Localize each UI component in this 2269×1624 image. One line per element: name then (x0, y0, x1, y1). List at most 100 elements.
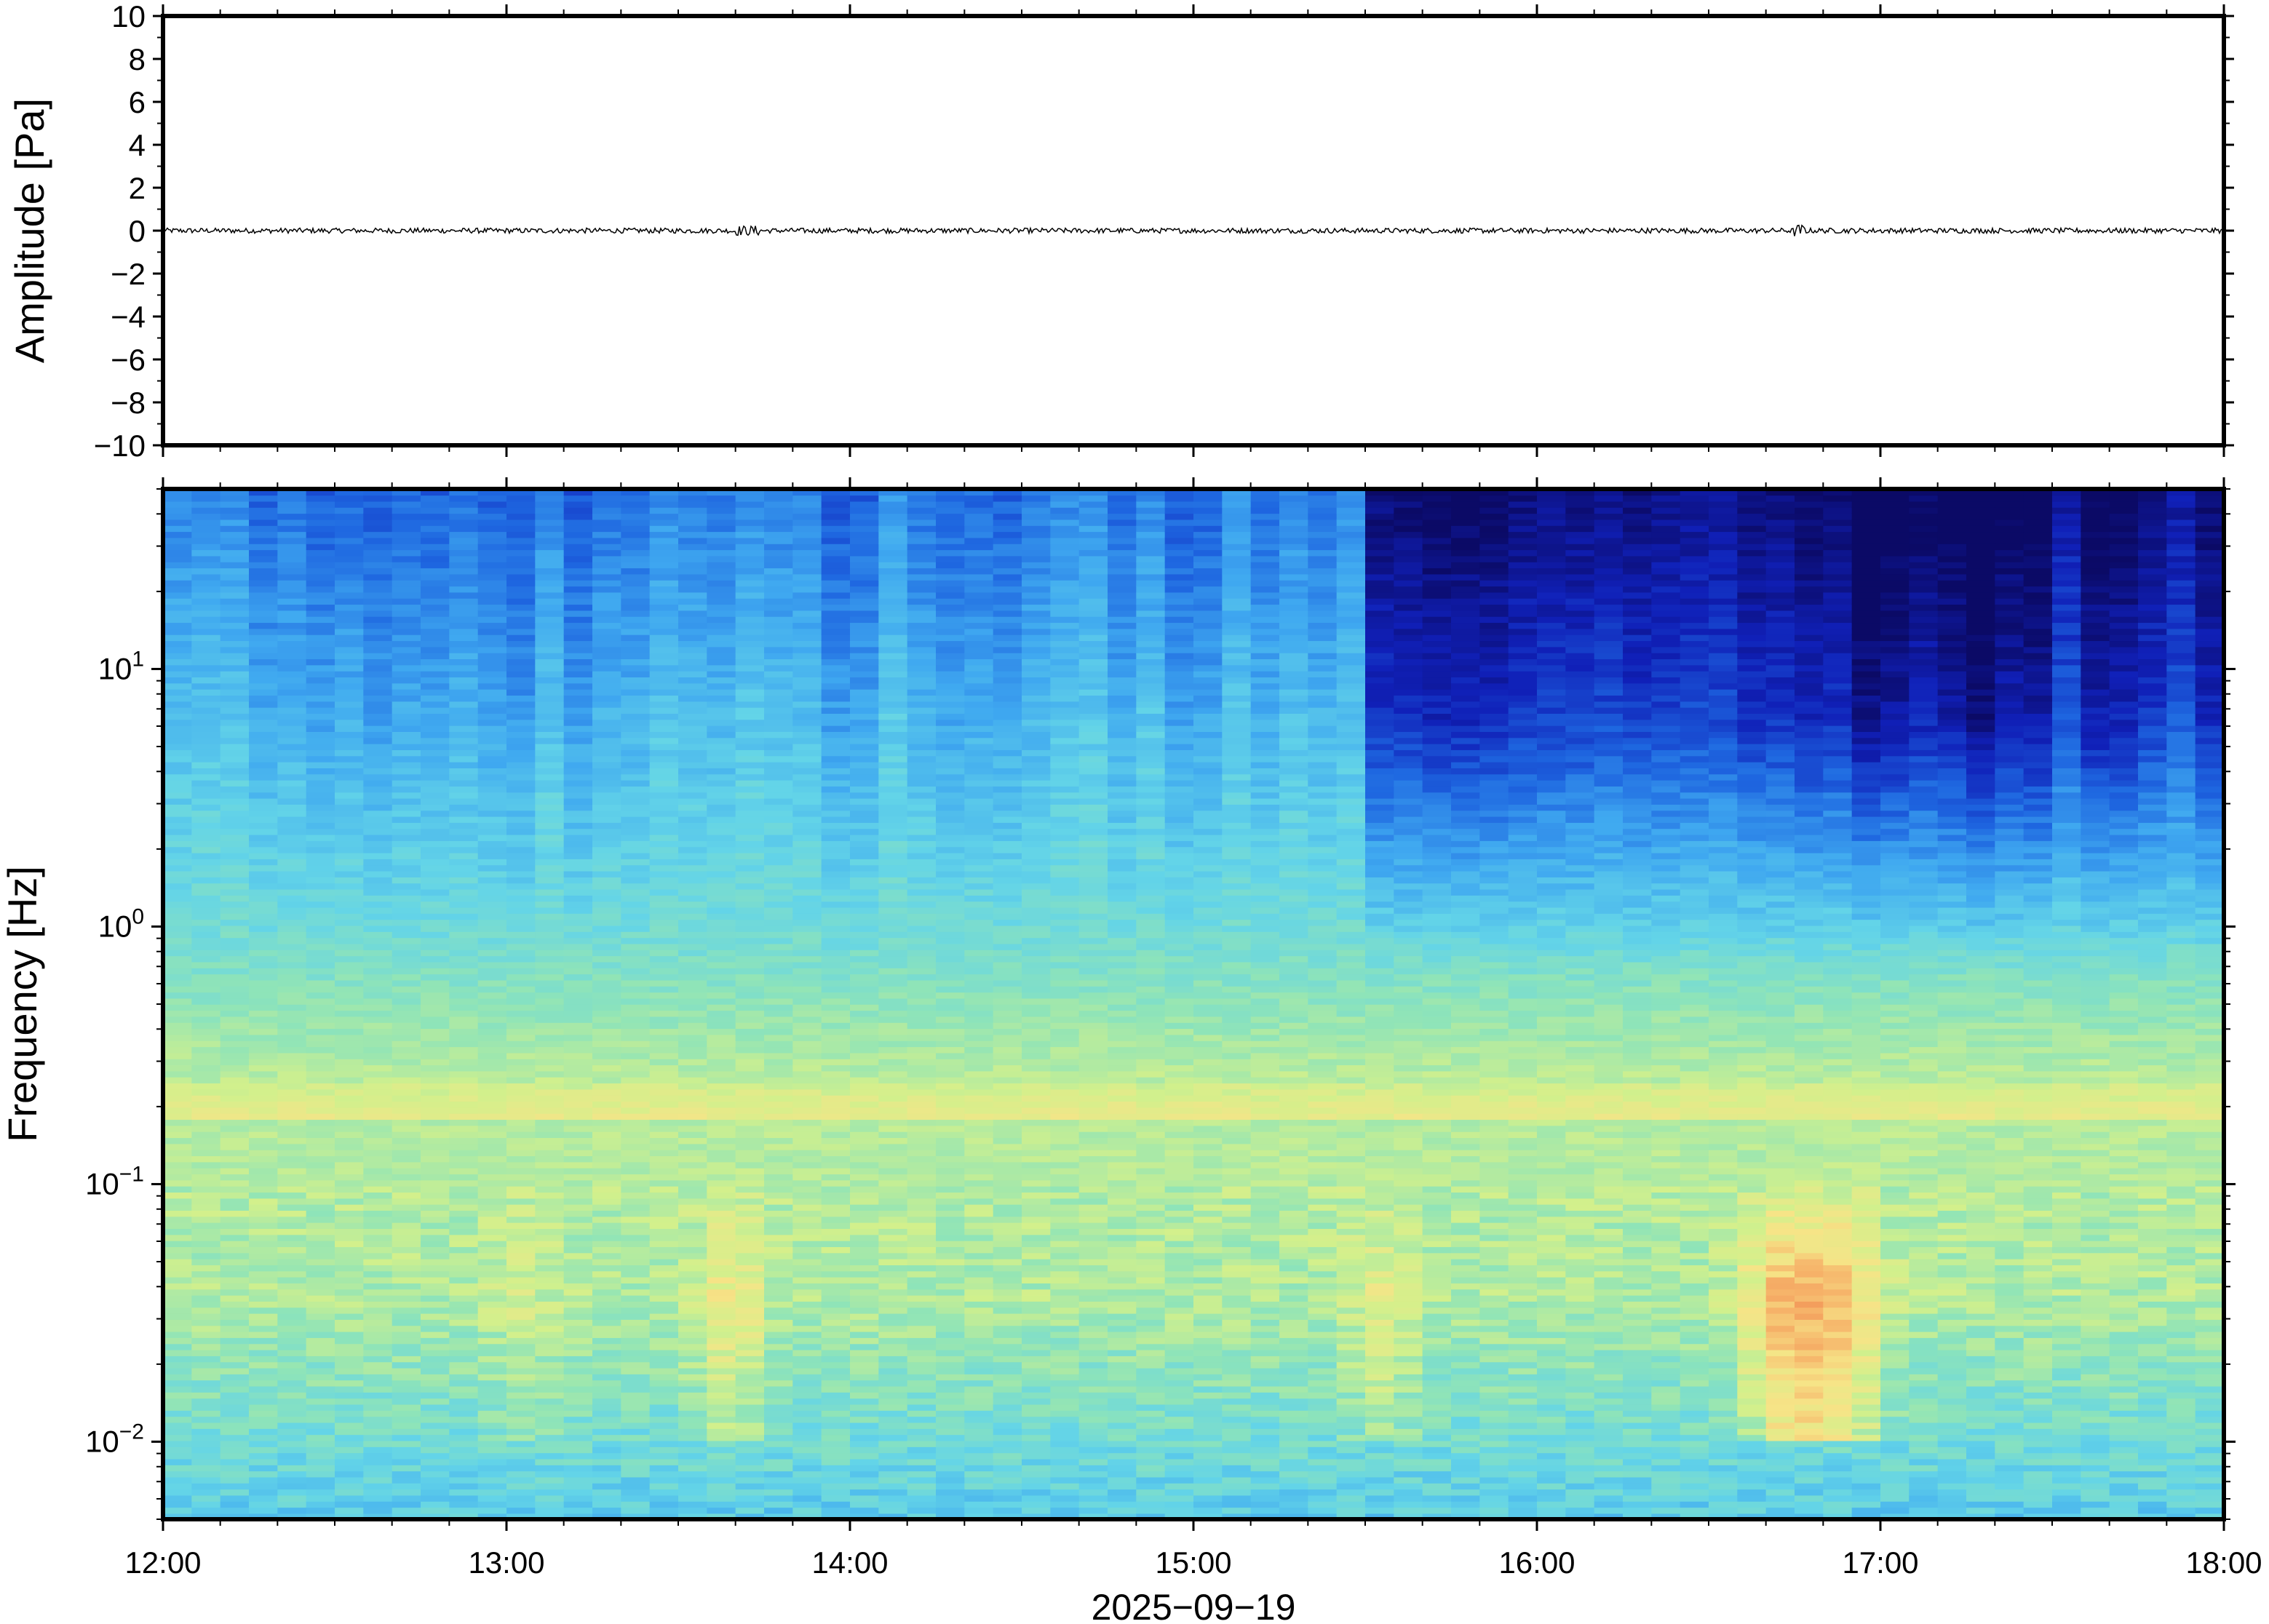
spectrogram-cell (936, 513, 966, 520)
spectrogram-cell (649, 1398, 679, 1405)
spectrogram-cell (850, 1465, 880, 1472)
spectrogram-cell (277, 852, 307, 859)
spectrogram-cell (936, 877, 966, 884)
spectrogram-cell (220, 501, 250, 508)
spectrogram-cell (936, 616, 966, 624)
spectrogram-cell (821, 1513, 851, 1519)
spectrogram-cell (421, 1258, 450, 1265)
spectrogram-cell (477, 1367, 507, 1374)
spectrogram-cell (363, 1137, 393, 1145)
spectrogram-cell (792, 1174, 822, 1181)
spectrogram-cell (621, 786, 651, 793)
spectrogram-cell (191, 1428, 221, 1436)
spectrogram-cell (277, 1064, 307, 1072)
spectrogram-cell (792, 1258, 822, 1265)
spectrogram-cell (477, 1270, 507, 1278)
spectrogram-cell (592, 677, 622, 684)
spectrogram-cell (335, 616, 365, 624)
spectrogram-cell (506, 1458, 536, 1465)
spectrogram-cell (563, 1392, 593, 1399)
spectrogram-cell (535, 907, 565, 914)
spectrogram-cell (535, 1422, 565, 1429)
spectrogram-cell (392, 1174, 421, 1181)
spectrogram-cell (850, 810, 880, 817)
spectrogram-cell (621, 688, 651, 696)
spectrogram-cell (306, 1465, 335, 1472)
spectrogram-cell (363, 1313, 393, 1320)
spectrogram-cell (449, 1349, 479, 1356)
spectrogram-cell (191, 1022, 221, 1030)
spectrogram-cell (535, 610, 565, 617)
spectrogram-cell (649, 1343, 679, 1350)
spectrogram-cell (421, 797, 450, 805)
spectrogram-cell (506, 1428, 536, 1436)
spectrogram-cell (306, 695, 335, 702)
spectrogram-cell (792, 992, 822, 999)
spectrogram-cell (649, 749, 679, 757)
spectrogram-cell (792, 1489, 822, 1496)
spectrogram-cell (707, 925, 736, 932)
spectrogram-cell (449, 870, 479, 877)
spectrogram-cell (821, 1052, 851, 1059)
spectrogram-cell (621, 1203, 651, 1211)
spectrogram-cell (306, 810, 335, 817)
spectrogram-cell (592, 1004, 622, 1011)
spectrogram-cell (220, 1319, 250, 1326)
spectrogram-cell (163, 1385, 193, 1393)
spectrogram-cell (306, 586, 335, 593)
spectrogram-cell (249, 719, 279, 726)
spectrogram-cell (306, 652, 335, 660)
spectrogram-cell (249, 573, 279, 581)
spectrogram-cell (335, 489, 365, 496)
spectrogram-cell (363, 1289, 393, 1296)
spectrogram-cell (363, 1283, 393, 1290)
spectrogram-cell (277, 998, 307, 1005)
spectrogram-cell (649, 1325, 679, 1332)
spectrogram-cell (506, 768, 536, 775)
spectrogram-cell (678, 1010, 708, 1017)
spectrogram-cell (392, 913, 421, 920)
spectrogram-cell (678, 1325, 708, 1332)
spectrogram-cell (191, 974, 221, 981)
spectrogram-cell (707, 1040, 736, 1048)
spectrogram-cell (363, 695, 393, 702)
spectrogram-cell (477, 1210, 507, 1217)
spectrogram-cell (477, 586, 507, 593)
spectrogram-cell (907, 743, 937, 750)
spectrogram-cell (878, 864, 908, 872)
spectrogram-cell (277, 768, 307, 775)
spectrogram-cell (649, 568, 679, 575)
spectrogram-cell (821, 950, 851, 957)
spectrogram-cell (735, 1203, 765, 1211)
spectrogram-cell (850, 979, 880, 987)
spectrogram-cell (621, 1337, 651, 1345)
spectrogram-cell (764, 792, 794, 799)
spectrogram-cell (821, 1392, 851, 1399)
spectrogram-cell (936, 888, 966, 896)
spectrogram-cell (277, 1367, 307, 1374)
spectrogram-cell (707, 955, 736, 963)
spectrogram-cell (249, 846, 279, 853)
spectrogram-cell (477, 1094, 507, 1102)
spectrogram-cell (735, 1434, 765, 1441)
spectrogram-cell (306, 755, 335, 763)
spectrogram-cell (335, 1489, 365, 1496)
spectrogram-cell (363, 931, 393, 939)
spectrogram-cell (277, 1112, 307, 1121)
spectrogram-cell (306, 816, 335, 823)
spectrogram-cell (792, 1119, 822, 1126)
spectrogram-cell (592, 786, 622, 793)
spectrogram-cell (850, 773, 880, 781)
spectrogram-cell (821, 586, 851, 593)
spectrogram-cell (449, 1434, 479, 1441)
spectrogram-cell (792, 579, 822, 587)
spectrogram-cell (792, 1107, 822, 1114)
spectrogram-cell (392, 573, 421, 581)
spectrogram-cell (249, 1301, 279, 1308)
spectrogram-cell (621, 610, 651, 617)
spectrogram-cell (936, 1343, 966, 1350)
spectrogram-cell (821, 1489, 851, 1496)
spectrogram-cell (707, 1446, 736, 1454)
spectrogram-cell (792, 549, 822, 557)
spectrogram-cell (878, 810, 908, 817)
